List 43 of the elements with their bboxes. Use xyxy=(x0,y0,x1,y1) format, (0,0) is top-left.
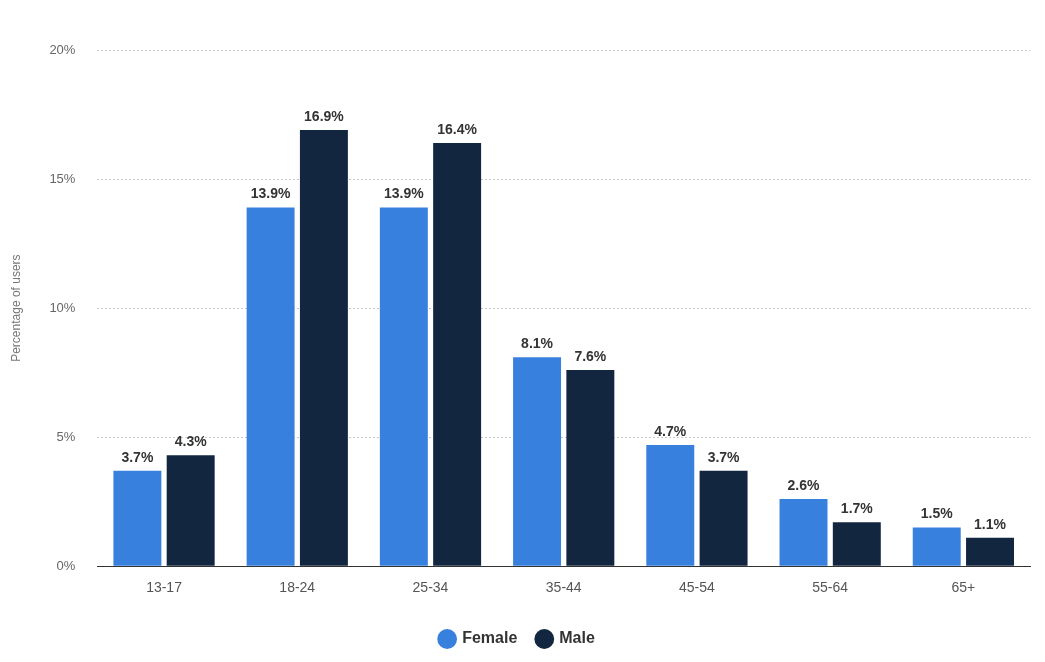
x-tick-label: 13-17 xyxy=(146,579,183,596)
bar xyxy=(779,499,828,566)
data-label: 3.7% xyxy=(121,448,154,465)
bar xyxy=(299,130,348,566)
data-label: 13.9% xyxy=(383,185,425,202)
data-label: 1.7% xyxy=(840,500,874,517)
bar xyxy=(646,444,695,566)
legend-label: Male xyxy=(559,629,595,647)
data-label: 16.9% xyxy=(304,107,345,124)
x-tick-label: 25-34 xyxy=(412,579,449,596)
bar xyxy=(246,207,295,566)
y-tick-label: 10% xyxy=(49,299,76,315)
bar xyxy=(433,142,482,566)
data-label: 13.9% xyxy=(250,185,292,202)
x-tick-label: 35-44 xyxy=(545,579,582,596)
data-label: 16.4% xyxy=(437,120,478,137)
y-tick-label: 20% xyxy=(49,41,76,57)
legend-label: Female xyxy=(462,629,518,647)
data-label: 2.6% xyxy=(787,476,821,493)
bar xyxy=(832,522,881,566)
y-tick-label: 15% xyxy=(49,170,76,186)
x-tick-label: 45-54 xyxy=(679,579,716,596)
bar xyxy=(379,207,428,566)
data-label: 7.6% xyxy=(574,347,607,364)
y-tick-label: 0% xyxy=(56,557,76,573)
bar xyxy=(113,470,162,566)
bar xyxy=(166,455,215,566)
x-tick-label: 18-24 xyxy=(279,579,316,596)
data-label: 3.7% xyxy=(707,448,741,465)
bar xyxy=(513,357,562,566)
bar xyxy=(966,537,1015,566)
x-tick-label: 55-64 xyxy=(812,579,849,596)
data-label: 1.5% xyxy=(920,505,954,522)
x-tick-label: 65+ xyxy=(951,579,976,596)
data-label: 8.1% xyxy=(521,335,554,351)
data-label: 4.3% xyxy=(174,433,208,450)
data-label: 4.7% xyxy=(654,422,687,439)
bar xyxy=(566,370,615,566)
bar xyxy=(912,527,961,566)
data-label: 1.1% xyxy=(974,515,1007,532)
y-axis-title: Percentage of users xyxy=(8,254,23,362)
y-tick-label: 5% xyxy=(56,428,76,444)
bar xyxy=(699,470,748,566)
